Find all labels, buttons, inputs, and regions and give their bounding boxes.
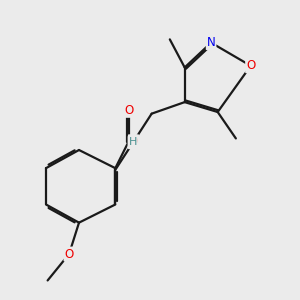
Text: O: O xyxy=(124,104,133,117)
Text: O: O xyxy=(129,135,138,148)
Text: H: H xyxy=(128,137,137,147)
Text: O: O xyxy=(64,248,74,260)
Text: N: N xyxy=(207,36,215,49)
Text: O: O xyxy=(246,59,255,72)
